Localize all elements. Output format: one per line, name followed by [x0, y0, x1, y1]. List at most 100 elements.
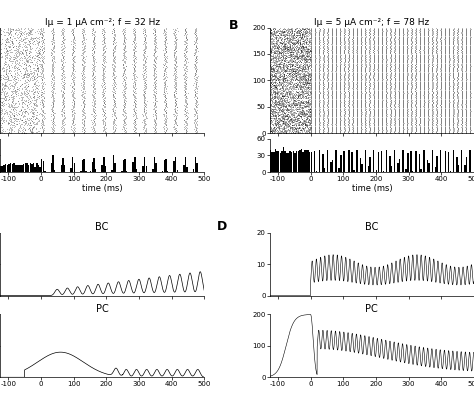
Point	[345, 70, 353, 77]
Point	[362, 32, 369, 39]
Point	[462, 121, 469, 128]
Point	[408, 61, 415, 67]
Point	[349, 73, 356, 80]
Point	[341, 98, 348, 104]
Point	[33, 119, 40, 126]
Point	[320, 128, 328, 134]
Point	[315, 64, 323, 71]
Point	[110, 93, 118, 99]
Point	[446, 53, 453, 60]
Point	[273, 57, 280, 63]
Point	[337, 81, 344, 88]
Point	[274, 120, 282, 127]
Point	[298, 104, 306, 110]
Point	[454, 37, 461, 43]
Point	[416, 127, 423, 133]
Point	[341, 93, 348, 99]
Point	[294, 94, 301, 100]
Point	[437, 28, 445, 34]
Point	[433, 49, 440, 55]
Point	[281, 56, 289, 62]
Point	[307, 89, 314, 95]
Point	[345, 46, 352, 52]
Point	[307, 95, 315, 102]
Point	[437, 78, 445, 84]
Point	[2, 83, 9, 90]
Point	[306, 79, 313, 86]
Point	[349, 64, 356, 71]
Point	[15, 50, 23, 57]
Point	[151, 33, 159, 40]
Point	[47, 130, 55, 136]
Point	[282, 112, 289, 119]
Point	[403, 53, 411, 59]
Point	[69, 78, 77, 84]
Point	[301, 44, 309, 50]
Point	[68, 108, 76, 114]
Point	[458, 82, 465, 88]
Point	[278, 90, 286, 96]
Point	[171, 64, 178, 71]
Point	[395, 29, 402, 35]
Point	[304, 106, 312, 112]
Point	[279, 100, 287, 107]
Point	[412, 46, 419, 52]
Point	[374, 58, 382, 64]
Point	[277, 123, 285, 129]
Point	[458, 44, 466, 51]
Point	[408, 108, 416, 114]
Point	[462, 127, 470, 133]
Point	[437, 48, 445, 54]
Point	[289, 39, 297, 46]
Point	[416, 38, 424, 44]
Point	[454, 56, 462, 62]
Point	[441, 35, 449, 41]
Point	[159, 111, 167, 118]
Point	[39, 66, 47, 72]
Point	[311, 82, 319, 88]
Point	[171, 116, 179, 123]
Point	[286, 70, 294, 76]
Point	[283, 113, 291, 119]
Point	[387, 54, 394, 60]
Point	[181, 102, 188, 108]
Point	[449, 102, 457, 108]
Point	[332, 52, 340, 58]
Point	[266, 81, 274, 87]
Point	[308, 39, 315, 46]
Point	[437, 64, 445, 70]
Point	[50, 37, 57, 43]
Point	[416, 84, 424, 90]
Point	[383, 76, 391, 82]
Point	[374, 46, 382, 52]
Point	[299, 105, 307, 111]
Point	[279, 53, 287, 59]
Point	[275, 124, 283, 130]
Point	[420, 38, 428, 44]
Point	[286, 119, 293, 125]
Point	[182, 46, 190, 52]
Point	[299, 81, 306, 87]
Point	[35, 57, 43, 63]
Point	[172, 59, 180, 66]
Point	[27, 116, 35, 123]
Point	[391, 80, 398, 86]
Point	[272, 96, 279, 103]
Point	[319, 116, 327, 122]
Point	[23, 70, 30, 77]
Point	[304, 68, 311, 74]
Point	[172, 37, 179, 43]
Point	[428, 67, 436, 73]
Point	[407, 102, 415, 108]
Point	[288, 119, 296, 125]
Point	[345, 48, 353, 55]
Point	[282, 76, 289, 82]
Point	[416, 82, 424, 88]
Point	[374, 29, 382, 36]
Point	[295, 76, 303, 82]
Point	[282, 47, 290, 53]
Point	[27, 108, 34, 115]
Point	[269, 85, 277, 92]
Point	[78, 119, 86, 125]
Point	[289, 47, 297, 53]
